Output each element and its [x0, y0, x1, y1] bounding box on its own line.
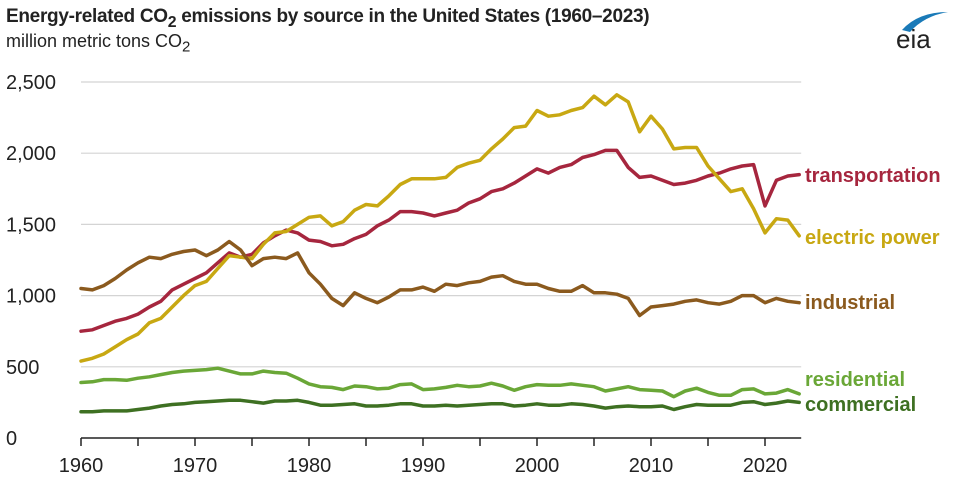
x-tick-label: 1990 [401, 455, 446, 477]
x-tick-label: 2020 [743, 455, 788, 477]
series-line-transportation [79, 148, 801, 333]
y-tick-label: 500 [6, 357, 39, 379]
x-tick-label: 1980 [287, 455, 332, 477]
chart-title: Energy-related CO2 emissions by source i… [6, 6, 650, 32]
series-line-industrial [79, 239, 801, 318]
x-tick-label: 2000 [515, 455, 560, 477]
y-tick-label: 2,000 [6, 143, 56, 165]
title-text-rest: emissions by source in the United States… [176, 6, 650, 27]
title-text: Energy-related CO [6, 6, 168, 27]
series-label-transportation: transportation [805, 165, 941, 187]
svg-text:eia: eia [896, 24, 931, 52]
x-tick-label: 1970 [173, 455, 218, 477]
series-line-electric-power [79, 93, 801, 363]
series-label-residential: residential [805, 369, 905, 391]
series-label-commercial: commercial [805, 394, 916, 416]
y-tick-label: 1,000 [6, 286, 56, 308]
x-tick-label: 2010 [629, 455, 674, 477]
series-line-commercial [79, 398, 801, 414]
y-tick-label: 0 [6, 428, 17, 450]
series-line-residential [79, 366, 801, 399]
y-tick-label: 1,500 [6, 214, 56, 236]
subtitle-text: million metric tons CO [6, 31, 183, 51]
eia-logo: eia [896, 12, 948, 52]
x-tick-label: 1960 [59, 455, 104, 477]
series-label-industrial: industrial [805, 292, 895, 314]
title-subscript: 2 [167, 13, 177, 31]
chart-subtitle: million metric tons CO2 [6, 31, 190, 56]
y-tick-label: 2,500 [6, 72, 56, 94]
series-label-electric-power: electric power [805, 227, 940, 249]
subtitle-subscript: 2 [182, 38, 191, 56]
